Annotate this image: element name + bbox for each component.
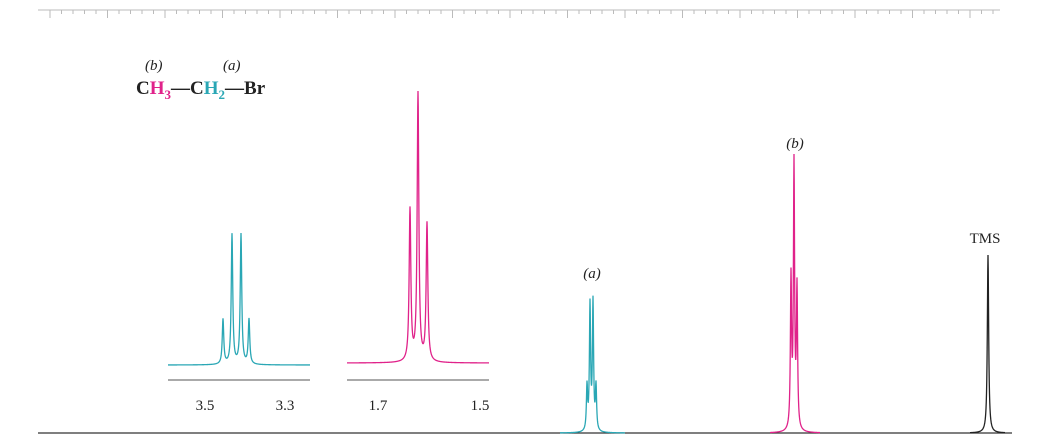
spectrum-trace: [347, 90, 489, 364]
formula-part: C: [136, 78, 150, 99]
formula-part: 3: [165, 87, 172, 102]
peaks: [168, 90, 1006, 434]
label-b: (b): [145, 58, 163, 74]
inset-tick-label: 3.5: [196, 398, 215, 414]
label-a: (a): [223, 58, 241, 74]
peak-label: TMS: [970, 231, 1001, 247]
formula-part: H: [204, 78, 219, 99]
spectrum-trace: [168, 233, 310, 366]
inset-tick-label: 1.5: [471, 398, 490, 414]
formula-part: 2: [219, 87, 226, 102]
peak-label: (a): [583, 266, 601, 282]
formula-part: H: [150, 78, 165, 99]
formula-part: —Br: [224, 78, 266, 99]
spectrum-trace: [769, 154, 821, 434]
ruler: [49, 10, 994, 18]
spectrum-trace: [560, 295, 625, 434]
peak-label: (b): [786, 136, 804, 152]
inset-tick-label: 1.7: [369, 398, 388, 414]
spectrum-trace: [969, 254, 1006, 434]
inset-tick-label: 3.3: [276, 398, 295, 414]
formula-part: —C: [170, 78, 204, 99]
formula: CH3—CH2—Br: [136, 78, 266, 102]
